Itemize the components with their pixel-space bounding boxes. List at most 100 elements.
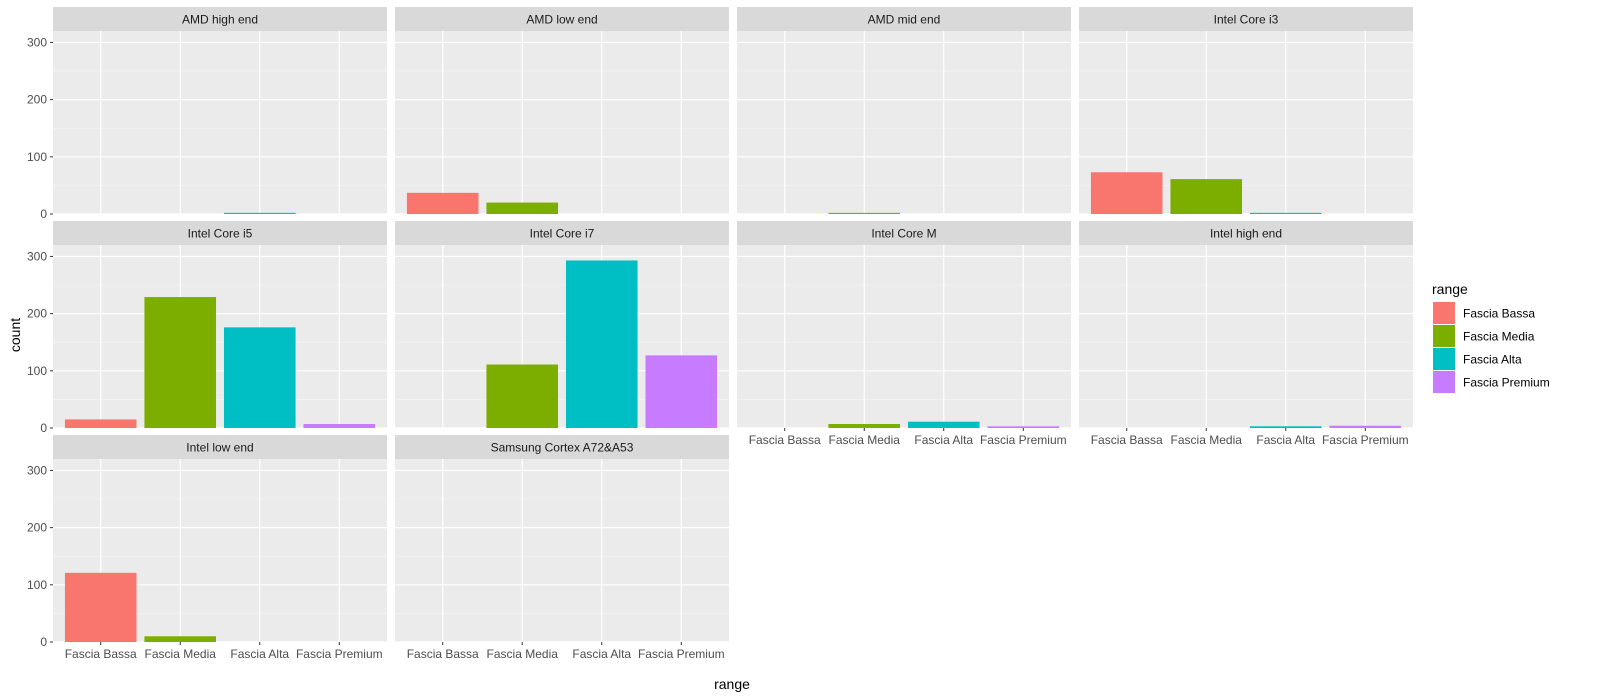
x-tick-label: Fascia Bassa <box>1091 433 1163 447</box>
panel-gridlines <box>53 31 387 215</box>
legend-label: Fascia Alta <box>1463 353 1522 367</box>
panel-background <box>53 245 387 428</box>
x-axis-title: range <box>714 676 750 692</box>
bar-fascia-alta <box>1249 212 1322 214</box>
bar-fascia-alta <box>1249 426 1322 428</box>
bar-fascia-bassa <box>1090 172 1163 214</box>
legend-item-fascia-alta: Fascia Alta <box>1433 348 1522 370</box>
facet-panel-amd-high-end: AMD high end 0 100 200 300 <box>27 7 387 221</box>
bar-fascia-media <box>144 297 217 428</box>
y-tick-label: 0 <box>40 421 47 435</box>
x-tick-label: Fascia Premium <box>980 433 1067 447</box>
x-tick-label: Fascia Media <box>1171 433 1243 447</box>
facet-title: Intel Core i3 <box>1214 13 1279 27</box>
legend-key <box>1433 325 1455 347</box>
facet-panel-amd-low-end: AMD low end <box>395 7 729 215</box>
panel-bars <box>406 192 559 214</box>
facet-strip <box>737 221 1071 245</box>
x-tick-label: Fascia Media <box>487 647 559 661</box>
y-tick-label: 0 <box>40 635 47 649</box>
facet-strip <box>395 435 729 459</box>
facet-panel-intel-high-end: Intel high end Fascia Bassa Fascia Media Fa… <box>1079 221 1413 447</box>
x-tick-label: Fascia Media <box>829 433 901 447</box>
bar-fascia-media <box>828 212 901 214</box>
legend-title: range <box>1432 281 1468 297</box>
panel-background <box>737 245 1071 428</box>
legend-key <box>1433 348 1455 370</box>
panel-background <box>395 459 729 642</box>
legend-key <box>1433 302 1455 324</box>
facet-panel-intel-core-i7: Intel Core i7 <box>395 221 729 429</box>
y-tick-label: 200 <box>27 93 47 107</box>
x-tick-label: Fascia Bassa <box>65 647 137 661</box>
y-tick-label: 100 <box>27 364 47 378</box>
x-tick-label: Fascia Premium <box>638 647 725 661</box>
bar-fascia-media <box>144 636 217 642</box>
bar-fascia-bassa <box>406 192 479 214</box>
bar-fascia-bassa <box>64 572 137 642</box>
legend-label: Fascia Media <box>1463 330 1535 344</box>
legend-key <box>1433 371 1455 393</box>
x-tick-label: Fascia Alta <box>914 433 973 447</box>
panel-background <box>53 31 387 214</box>
y-tick-label: 300 <box>27 249 47 263</box>
facet-title: Intel Core i7 <box>530 227 595 241</box>
panel-gridlines <box>395 459 729 643</box>
legend-label: Fascia Premium <box>1463 376 1550 390</box>
panel-gridlines <box>1079 31 1413 215</box>
x-tick-label: Fascia Bassa <box>407 647 479 661</box>
facet-panel-intel-core-m: Intel Core M Fascia Bassa Fascia Media Fasc… <box>737 221 1071 447</box>
bar-fascia-alta <box>565 260 638 428</box>
panel-gridlines <box>737 31 1071 215</box>
facet-strip <box>53 7 387 31</box>
bar-fascia-media <box>486 364 559 428</box>
x-tick-label: Fascia Media <box>145 647 217 661</box>
x-tick-label: Fascia Bassa <box>749 433 821 447</box>
facet-title: Intel Core i5 <box>188 227 253 241</box>
bar-fascia-premium <box>303 423 376 428</box>
facet-panel-samsung-cortex-a72-a53: Samsung Cortex A72&A53 Fascia Bassa Fascia… <box>395 435 729 661</box>
facet-title: AMD high end <box>182 13 258 27</box>
bar-fascia-alta <box>907 421 980 428</box>
facet-title: AMD mid end <box>868 13 941 27</box>
y-tick-label: 200 <box>27 521 47 535</box>
bar-fascia-media <box>486 202 559 214</box>
legend-item-fascia-premium: Fascia Premium <box>1433 371 1550 393</box>
legend: range Fascia Bassa Fascia Media Fascia Alt… <box>1432 281 1550 393</box>
facet-title: AMD low end <box>526 13 597 27</box>
y-tick-label: 100 <box>27 578 47 592</box>
bar-fascia-alta <box>223 327 296 428</box>
x-tick-label: Fascia Alta <box>1256 433 1315 447</box>
panel-bars <box>1249 425 1402 428</box>
bar-fascia-bassa <box>64 419 137 428</box>
x-tick-label: Fascia Alta <box>572 647 631 661</box>
panel-bars <box>828 212 901 214</box>
legend-item-fascia-media: Fascia Media <box>1433 325 1535 347</box>
panel-gridlines <box>737 245 1071 429</box>
facet-panels: AMD high end 0 100 200 300 AMD low end AMD mid… <box>27 7 1413 661</box>
bar-fascia-premium <box>1329 425 1402 428</box>
panel-bars <box>223 212 296 214</box>
facet-strip <box>53 221 387 245</box>
x-tick-label: Fascia Premium <box>296 647 383 661</box>
panel-background <box>395 31 729 214</box>
panel-bars <box>486 260 718 428</box>
legend-item-fascia-bassa: Fascia Bassa <box>1433 302 1535 324</box>
bar-fascia-media <box>1170 179 1243 214</box>
panel-background <box>1079 245 1413 428</box>
panel-background <box>737 31 1071 214</box>
facet-title: Intel low end <box>186 441 253 455</box>
facet-panel-intel-core-i5: Intel Core i5 0 100 200 300 <box>27 221 387 435</box>
facet-panel-intel-core-i3: Intel Core i3 <box>1079 7 1413 215</box>
legend-label: Fascia Bassa <box>1463 307 1535 321</box>
panel-bars <box>64 297 376 428</box>
panel-gridlines <box>395 31 729 215</box>
facet-panel-amd-mid-end: AMD mid end <box>737 7 1071 215</box>
facet-strip <box>1079 221 1413 245</box>
y-tick-label: 300 <box>27 35 47 49</box>
panel-bars <box>828 421 1060 428</box>
bar-fascia-premium <box>987 426 1060 428</box>
y-tick-label: 200 <box>27 307 47 321</box>
facet-title: Intel Core M <box>871 227 936 241</box>
